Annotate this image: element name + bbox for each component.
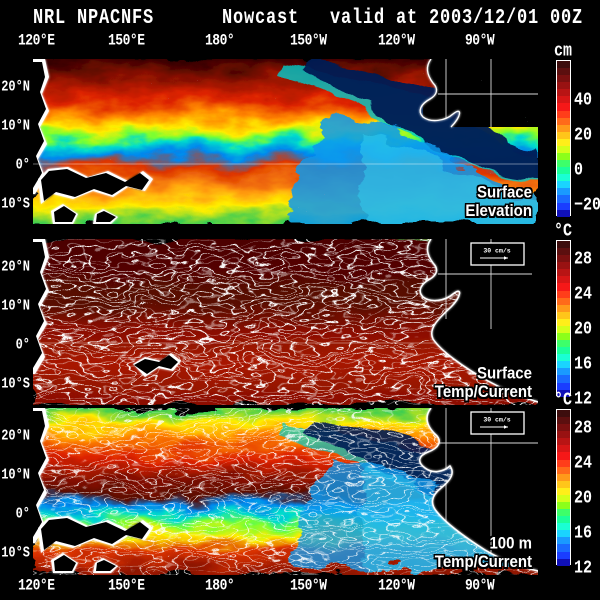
svg-text:30 cm/s: 30 cm/s [483, 248, 510, 255]
svg-text:30 cm/s: 30 cm/s [483, 417, 510, 424]
